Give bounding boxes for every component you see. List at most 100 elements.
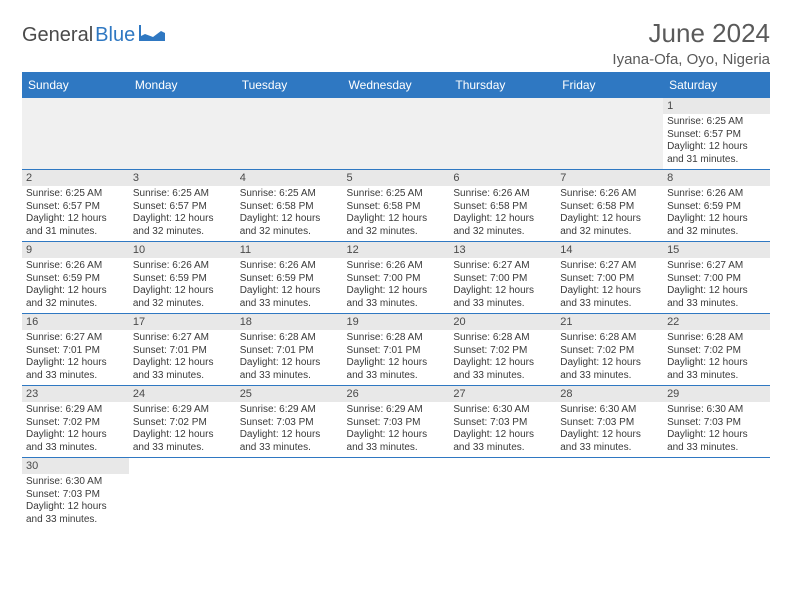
day-number: 16 [22, 314, 129, 330]
day-details: Sunrise: 6:26 AMSunset: 6:59 PMDaylight:… [22, 258, 129, 313]
empty-cell [449, 98, 556, 170]
sunset-text: Sunset: 7:01 PM [26, 345, 125, 358]
daylight-text: Daylight: 12 hours and 32 minutes. [133, 285, 232, 310]
day-details: Sunrise: 6:28 AMSunset: 7:01 PMDaylight:… [343, 330, 450, 385]
day-cell: 22Sunrise: 6:28 AMSunset: 7:02 PMDayligh… [663, 314, 770, 386]
empty-cell [663, 458, 770, 530]
sunrise-text: Sunrise: 6:29 AM [133, 404, 232, 417]
empty-cell [22, 98, 129, 170]
day-details: Sunrise: 6:30 AMSunset: 7:03 PMDaylight:… [556, 402, 663, 457]
day-details: Sunrise: 6:26 AMSunset: 6:59 PMDaylight:… [236, 258, 343, 313]
month-title: June 2024 [612, 18, 770, 49]
daylight-text: Daylight: 12 hours and 33 minutes. [347, 357, 446, 382]
sunrise-text: Sunrise: 6:26 AM [240, 260, 339, 273]
dayheader-sunday: Sunday [22, 72, 129, 98]
day-cell: 26Sunrise: 6:29 AMSunset: 7:03 PMDayligh… [343, 386, 450, 458]
sunset-text: Sunset: 7:00 PM [453, 273, 552, 286]
empty-cell [129, 98, 236, 170]
sunrise-text: Sunrise: 6:27 AM [560, 260, 659, 273]
daylight-text: Daylight: 12 hours and 33 minutes. [560, 357, 659, 382]
day-details: Sunrise: 6:28 AMSunset: 7:02 PMDaylight:… [663, 330, 770, 385]
day-number: 27 [449, 386, 556, 402]
sunset-text: Sunset: 6:59 PM [26, 273, 125, 286]
day-cell: 19Sunrise: 6:28 AMSunset: 7:01 PMDayligh… [343, 314, 450, 386]
day-details: Sunrise: 6:25 AMSunset: 6:58 PMDaylight:… [343, 186, 450, 241]
sunrise-text: Sunrise: 6:30 AM [453, 404, 552, 417]
sunrise-text: Sunrise: 6:25 AM [347, 188, 446, 201]
day-details: Sunrise: 6:26 AMSunset: 6:58 PMDaylight:… [556, 186, 663, 241]
day-cell: 11Sunrise: 6:26 AMSunset: 6:59 PMDayligh… [236, 242, 343, 314]
daylight-text: Daylight: 12 hours and 32 minutes. [26, 285, 125, 310]
daylight-text: Daylight: 12 hours and 32 minutes. [453, 213, 552, 238]
sunrise-text: Sunrise: 6:28 AM [240, 332, 339, 345]
sunrise-text: Sunrise: 6:25 AM [667, 116, 766, 129]
day-number: 28 [556, 386, 663, 402]
day-number: 14 [556, 242, 663, 258]
day-number: 9 [22, 242, 129, 258]
day-details: Sunrise: 6:29 AMSunset: 7:02 PMDaylight:… [129, 402, 236, 457]
day-details: Sunrise: 6:26 AMSunset: 6:59 PMDaylight:… [663, 186, 770, 241]
calendar-week-row: 1Sunrise: 6:25 AMSunset: 6:57 PMDaylight… [22, 98, 770, 170]
sunset-text: Sunset: 6:59 PM [240, 273, 339, 286]
day-cell: 6Sunrise: 6:26 AMSunset: 6:58 PMDaylight… [449, 170, 556, 242]
day-details: Sunrise: 6:26 AMSunset: 6:59 PMDaylight:… [129, 258, 236, 313]
sunrise-text: Sunrise: 6:25 AM [26, 188, 125, 201]
day-number: 11 [236, 242, 343, 258]
sunset-text: Sunset: 7:03 PM [560, 417, 659, 430]
day-cell: 21Sunrise: 6:28 AMSunset: 7:02 PMDayligh… [556, 314, 663, 386]
day-cell: 13Sunrise: 6:27 AMSunset: 7:00 PMDayligh… [449, 242, 556, 314]
day-number: 10 [129, 242, 236, 258]
sunset-text: Sunset: 7:03 PM [453, 417, 552, 430]
sunset-text: Sunset: 7:03 PM [240, 417, 339, 430]
day-details: Sunrise: 6:27 AMSunset: 7:00 PMDaylight:… [663, 258, 770, 313]
daylight-text: Daylight: 12 hours and 33 minutes. [240, 429, 339, 454]
day-number: 3 [129, 170, 236, 186]
day-number: 12 [343, 242, 450, 258]
brand-text-blue: Blue [95, 24, 135, 47]
sunrise-text: Sunrise: 6:26 AM [560, 188, 659, 201]
day-cell: 29Sunrise: 6:30 AMSunset: 7:03 PMDayligh… [663, 386, 770, 458]
day-details: Sunrise: 6:29 AMSunset: 7:03 PMDaylight:… [236, 402, 343, 457]
empty-cell [343, 98, 450, 170]
day-cell: 17Sunrise: 6:27 AMSunset: 7:01 PMDayligh… [129, 314, 236, 386]
sunset-text: Sunset: 7:02 PM [560, 345, 659, 358]
day-number: 21 [556, 314, 663, 330]
location-subtitle: Iyana-Ofa, Oyo, Nigeria [612, 51, 770, 68]
day-number: 5 [343, 170, 450, 186]
sunrise-text: Sunrise: 6:29 AM [240, 404, 339, 417]
daylight-text: Daylight: 12 hours and 31 minutes. [667, 141, 766, 166]
day-number: 4 [236, 170, 343, 186]
day-details: Sunrise: 6:28 AMSunset: 7:02 PMDaylight:… [449, 330, 556, 385]
day-cell: 10Sunrise: 6:26 AMSunset: 6:59 PMDayligh… [129, 242, 236, 314]
day-number: 7 [556, 170, 663, 186]
daylight-text: Daylight: 12 hours and 33 minutes. [240, 357, 339, 382]
brand-text-dark: General [22, 24, 93, 47]
day-number: 2 [22, 170, 129, 186]
day-cell: 8Sunrise: 6:26 AMSunset: 6:59 PMDaylight… [663, 170, 770, 242]
day-details: Sunrise: 6:30 AMSunset: 7:03 PMDaylight:… [22, 474, 129, 529]
sunrise-text: Sunrise: 6:30 AM [667, 404, 766, 417]
day-cell: 14Sunrise: 6:27 AMSunset: 7:00 PMDayligh… [556, 242, 663, 314]
sunset-text: Sunset: 7:02 PM [453, 345, 552, 358]
day-cell: 9Sunrise: 6:26 AMSunset: 6:59 PMDaylight… [22, 242, 129, 314]
day-number: 1 [663, 98, 770, 114]
day-number: 26 [343, 386, 450, 402]
sunset-text: Sunset: 7:02 PM [667, 345, 766, 358]
sunset-text: Sunset: 7:02 PM [26, 417, 125, 430]
sunset-text: Sunset: 7:03 PM [26, 489, 125, 502]
day-details: Sunrise: 6:27 AMSunset: 7:01 PMDaylight:… [22, 330, 129, 385]
sunrise-text: Sunrise: 6:26 AM [347, 260, 446, 273]
sunrise-text: Sunrise: 6:29 AM [26, 404, 125, 417]
sunrise-text: Sunrise: 6:28 AM [453, 332, 552, 345]
sunset-text: Sunset: 6:58 PM [560, 201, 659, 214]
calendar-table: Sunday Monday Tuesday Wednesday Thursday… [22, 72, 770, 529]
day-number: 6 [449, 170, 556, 186]
day-details: Sunrise: 6:27 AMSunset: 7:00 PMDaylight:… [449, 258, 556, 313]
day-details: Sunrise: 6:25 AMSunset: 6:57 PMDaylight:… [663, 114, 770, 169]
sunrise-text: Sunrise: 6:26 AM [453, 188, 552, 201]
day-cell: 3Sunrise: 6:25 AMSunset: 6:57 PMDaylight… [129, 170, 236, 242]
sunset-text: Sunset: 6:58 PM [240, 201, 339, 214]
empty-cell [556, 458, 663, 530]
daylight-text: Daylight: 12 hours and 33 minutes. [26, 357, 125, 382]
dayheader-thursday: Thursday [449, 72, 556, 98]
